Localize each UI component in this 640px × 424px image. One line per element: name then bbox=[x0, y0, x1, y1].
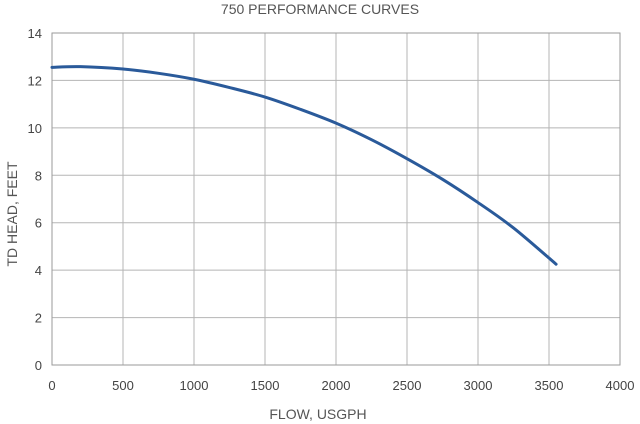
grid bbox=[51, 32, 621, 366]
x-tick-label: 3500 bbox=[535, 378, 564, 393]
y-tick-label: 4 bbox=[35, 263, 42, 278]
y-tick-label: 14 bbox=[28, 26, 42, 41]
chart-title: 750 PERFORMANCE CURVES bbox=[221, 1, 419, 17]
series-layer bbox=[50, 65, 558, 266]
y-axis-label: TD HEAD, FEET bbox=[4, 161, 20, 266]
series-line bbox=[50, 65, 558, 266]
x-tick-label: 3000 bbox=[464, 378, 493, 393]
x-tick-label: 500 bbox=[112, 378, 134, 393]
x-tick-label: 1500 bbox=[251, 378, 280, 393]
x-tick-label: 2000 bbox=[322, 378, 351, 393]
y-axis-ticks: 0 2 4 6 8 10 12 14 bbox=[28, 26, 42, 373]
x-tick-label: 4000 bbox=[606, 378, 635, 393]
y-tick-label: 12 bbox=[28, 73, 42, 88]
x-axis-ticks: 0 500 1000 1500 2000 2500 3000 3500 4000 bbox=[48, 378, 634, 393]
y-tick-label: 10 bbox=[28, 121, 42, 136]
y-tick-label: 6 bbox=[35, 216, 42, 231]
y-tick-label: 8 bbox=[35, 168, 42, 183]
x-axis-label: FLOW, USGPH bbox=[269, 406, 366, 422]
y-tick-label: 0 bbox=[35, 358, 42, 373]
x-tick-label: 2500 bbox=[393, 378, 422, 393]
plot-frame bbox=[51, 32, 621, 366]
x-tick-label: 0 bbox=[48, 378, 55, 393]
y-tick-label: 2 bbox=[35, 311, 42, 326]
x-tick-label: 1000 bbox=[180, 378, 209, 393]
